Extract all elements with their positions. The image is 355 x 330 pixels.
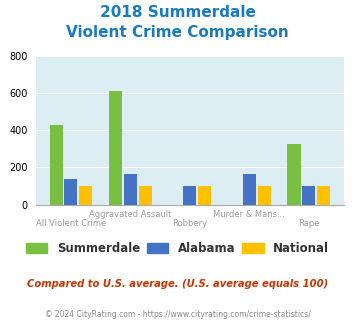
Bar <box>198 186 211 205</box>
Bar <box>302 186 316 205</box>
Text: Compared to U.S. average. (U.S. average equals 100): Compared to U.S. average. (U.S. average … <box>27 279 328 289</box>
Text: Rape: Rape <box>298 219 320 228</box>
Text: Aggravated Assault: Aggravated Assault <box>89 210 171 218</box>
Bar <box>288 144 301 205</box>
Text: Violent Crime Comparison: Violent Crime Comparison <box>66 25 289 40</box>
Bar <box>64 179 77 205</box>
Bar <box>109 91 122 205</box>
Bar <box>50 125 62 205</box>
Text: Robbery: Robbery <box>173 219 207 228</box>
Bar <box>317 186 330 205</box>
Bar <box>258 186 271 205</box>
Bar <box>139 186 152 205</box>
Text: Murder & Mans...: Murder & Mans... <box>213 210 285 218</box>
Bar <box>124 174 137 205</box>
Bar <box>243 174 256 205</box>
Legend: Summerdale, Alabama, National: Summerdale, Alabama, National <box>26 242 329 255</box>
Bar <box>79 186 92 205</box>
Text: © 2024 CityRating.com - https://www.cityrating.com/crime-statistics/: © 2024 CityRating.com - https://www.city… <box>45 310 310 319</box>
Bar <box>184 186 196 205</box>
Text: All Violent Crime: All Violent Crime <box>36 219 106 228</box>
Text: 2018 Summerdale: 2018 Summerdale <box>99 5 256 20</box>
